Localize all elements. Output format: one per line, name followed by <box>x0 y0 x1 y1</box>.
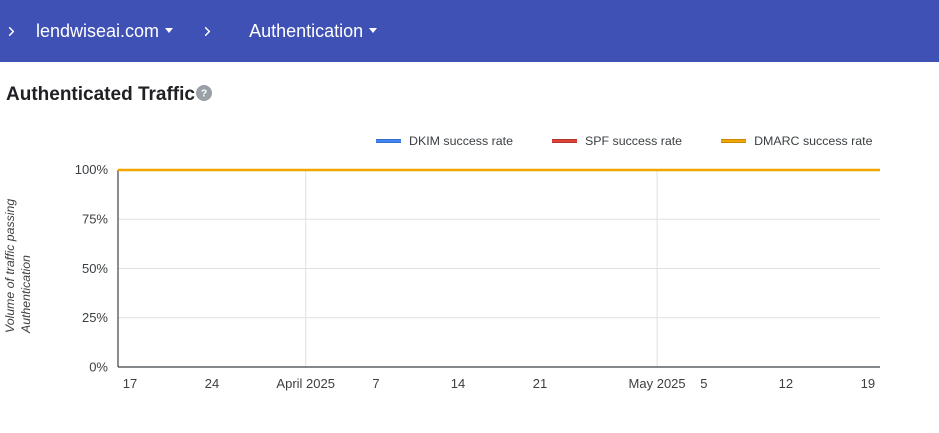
svg-text:14: 14 <box>451 376 465 391</box>
svg-text:17: 17 <box>123 376 137 391</box>
svg-text:75%: 75% <box>82 212 108 227</box>
svg-text:0%: 0% <box>89 360 108 375</box>
svg-text:100%: 100% <box>75 162 109 177</box>
svg-text:50%: 50% <box>82 261 108 276</box>
svg-text:21: 21 <box>533 376 547 391</box>
svg-text:19: 19 <box>861 376 875 391</box>
svg-text:5: 5 <box>700 376 707 391</box>
svg-text:May 2025: May 2025 <box>629 376 686 391</box>
svg-text:7: 7 <box>372 376 379 391</box>
svg-text:25%: 25% <box>82 310 108 325</box>
svg-text:April 2025: April 2025 <box>276 376 335 391</box>
svg-text:24: 24 <box>205 376 219 391</box>
svg-text:12: 12 <box>779 376 793 391</box>
svg-text:?: ? <box>201 88 207 99</box>
